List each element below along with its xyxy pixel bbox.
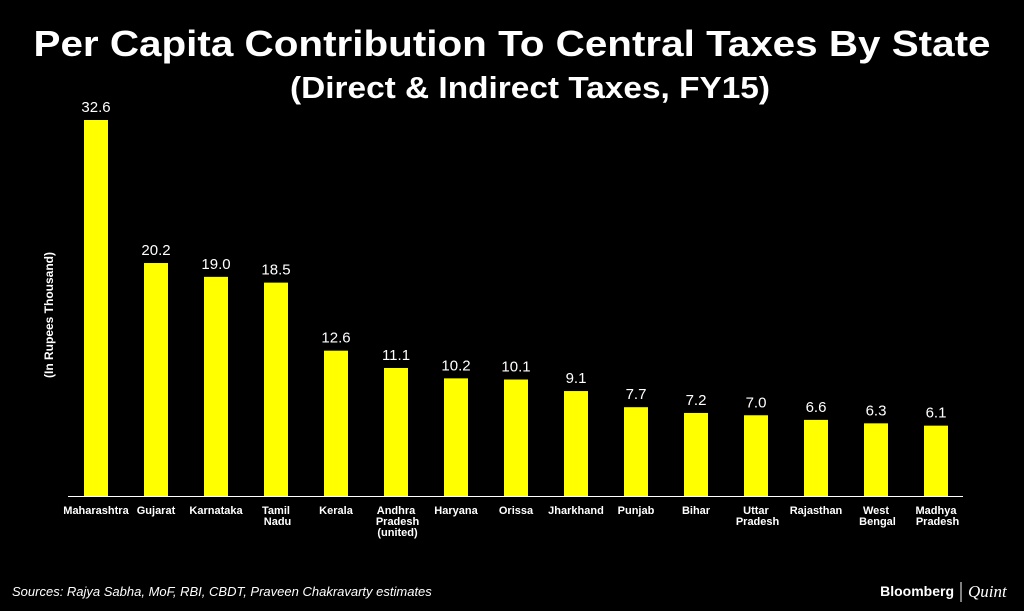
value-label: 19.0 xyxy=(201,256,230,273)
bar xyxy=(744,415,768,496)
y-axis-label: (In Rupees Thousand) xyxy=(42,252,56,378)
bar xyxy=(444,378,468,496)
chart-title: Per Capita Contribution To Central Taxes… xyxy=(34,23,991,64)
x-tick-label: Uttar Pradesh xyxy=(733,505,780,528)
value-label: 10.2 xyxy=(441,357,470,374)
x-tick-label: Bihar xyxy=(682,505,711,517)
value-label: 6.6 xyxy=(806,399,827,416)
brand: Bloomberg xyxy=(880,583,954,599)
x-tick-label: Gujarat xyxy=(137,505,176,517)
value-label: 32.6 xyxy=(81,99,110,116)
bar xyxy=(84,120,108,496)
value-label: 7.7 xyxy=(626,386,647,403)
x-tick-label: West Bengal xyxy=(856,505,896,528)
bar xyxy=(684,412,708,496)
bar xyxy=(144,263,168,496)
bar xyxy=(564,391,588,496)
bar xyxy=(804,419,828,496)
x-tick-label: Punjab xyxy=(618,505,655,517)
bar xyxy=(504,379,528,496)
bar xyxy=(924,425,948,496)
value-label: 7.0 xyxy=(746,394,767,411)
value-label: 6.3 xyxy=(866,402,887,419)
x-tick-label: Orissa xyxy=(499,505,534,517)
bar xyxy=(204,276,228,496)
brand-sub: Quint xyxy=(968,582,1008,601)
value-label: 10.1 xyxy=(501,359,530,376)
chart-subtitle: (Direct & Indirect Taxes, FY15) xyxy=(290,70,770,105)
value-label: 20.2 xyxy=(141,242,170,259)
x-tick-label: Jharkhand xyxy=(548,505,604,517)
bar xyxy=(384,367,408,496)
source-note: Sources: Rajya Sabha, MoF, RBI, CBDT, Pr… xyxy=(12,584,432,599)
x-tick-label: Rajasthan xyxy=(790,505,843,517)
x-tick-label: Haryana xyxy=(434,505,478,517)
x-tick-label: Karnataka xyxy=(189,505,243,517)
value-label: 18.5 xyxy=(261,262,290,279)
value-label: 12.6 xyxy=(321,330,350,347)
bar xyxy=(624,407,648,496)
value-label: 6.1 xyxy=(926,405,947,422)
bar xyxy=(324,350,348,496)
x-tick-label: Andhra Pradesh (united) xyxy=(373,505,420,539)
x-tick-label: Kerala xyxy=(319,505,354,517)
bar xyxy=(864,423,888,496)
x-tick-label: Madhya Pradesh xyxy=(913,505,960,528)
bar xyxy=(264,282,288,496)
x-tick-label: Maharashtra xyxy=(63,505,129,517)
value-label: 11.1 xyxy=(382,347,410,364)
x-tick-label: Tamil Nadu xyxy=(261,505,292,528)
value-label: 9.1 xyxy=(566,370,587,387)
value-label: 7.2 xyxy=(686,392,707,409)
